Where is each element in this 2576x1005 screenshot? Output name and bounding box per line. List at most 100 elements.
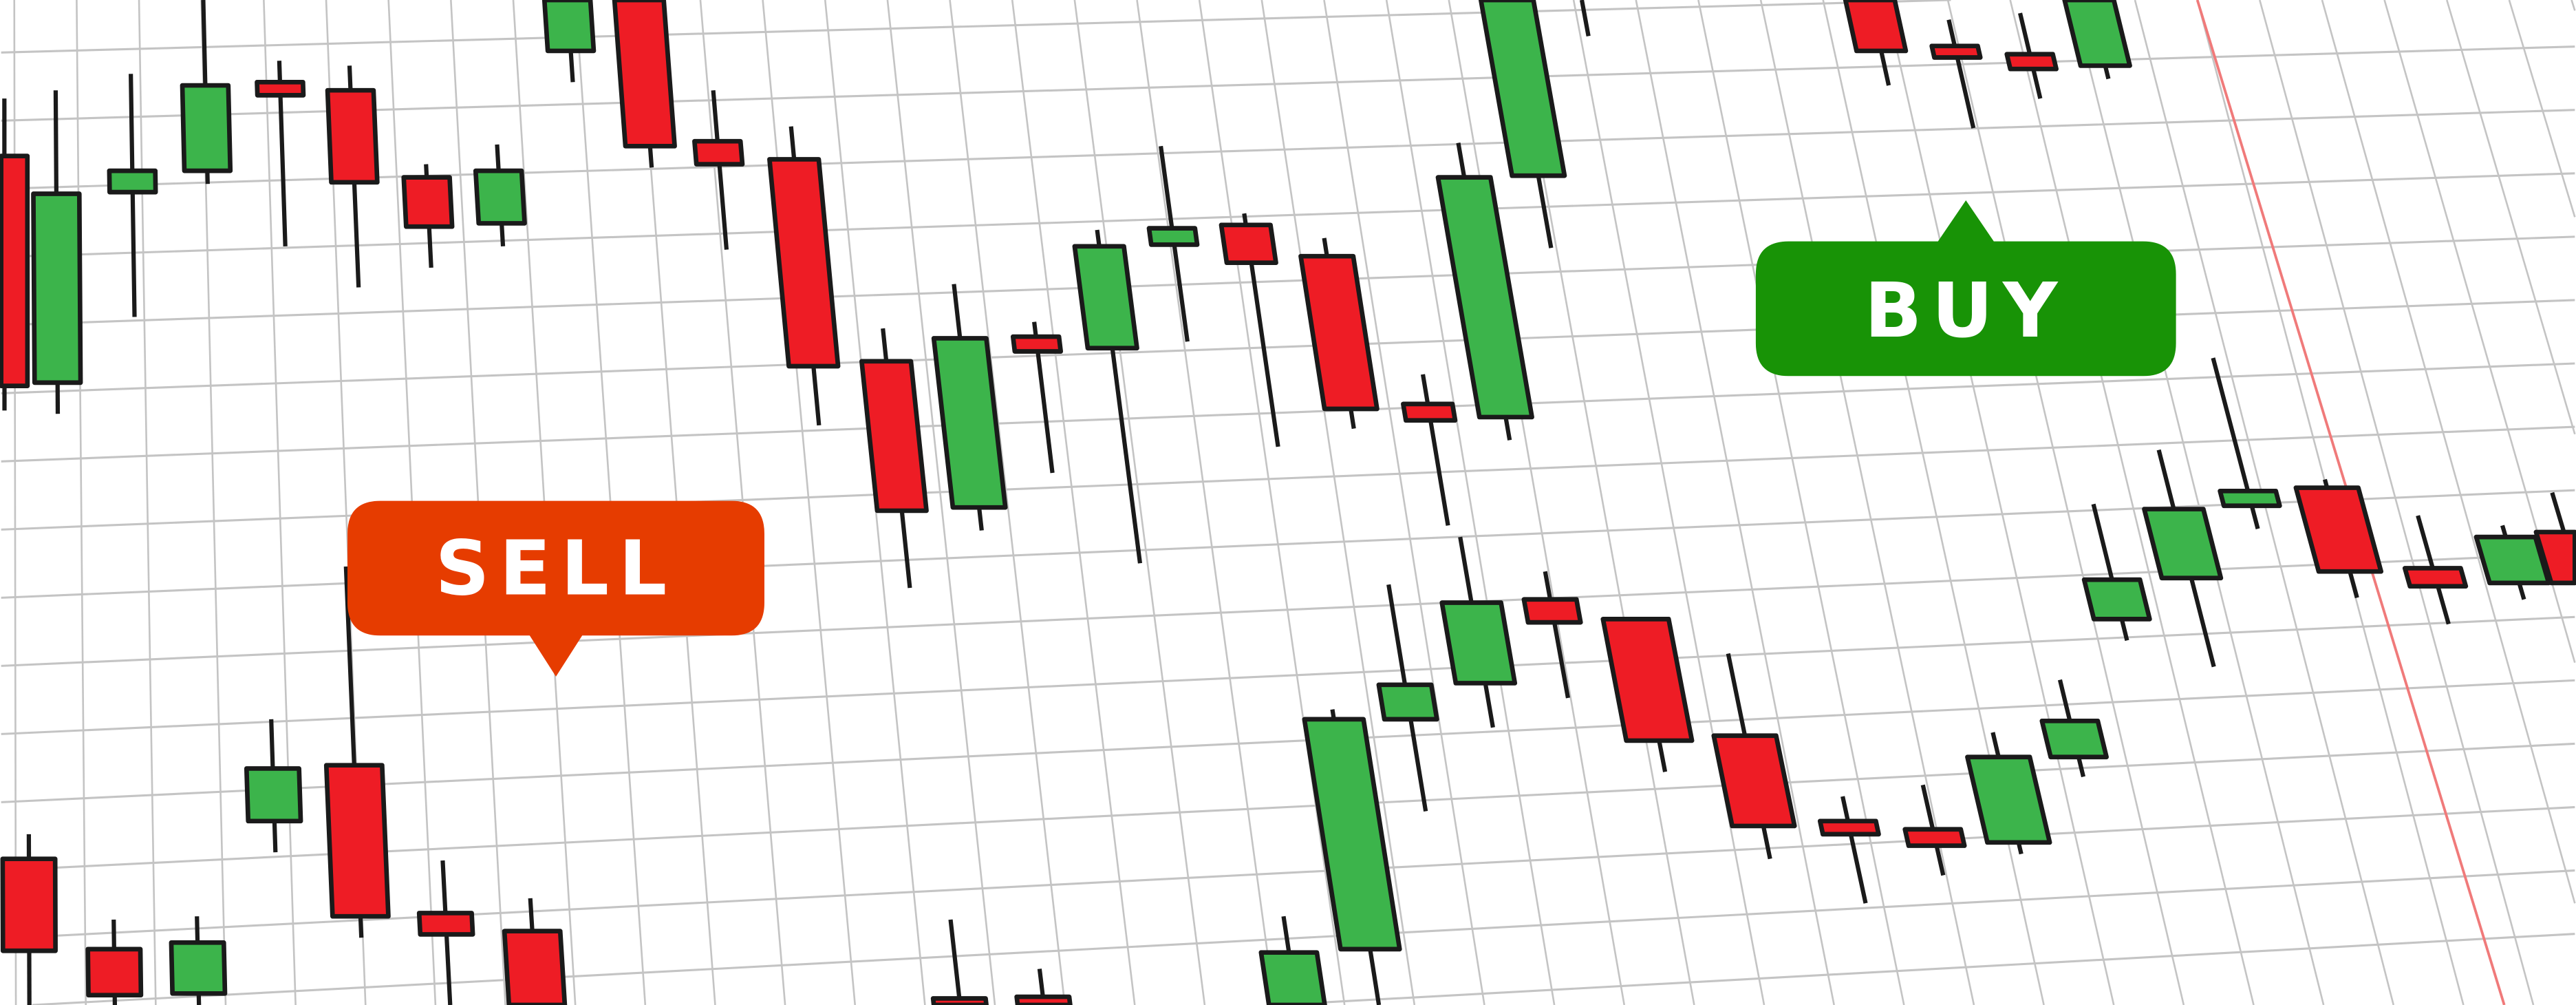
grid-line-vertical xyxy=(1697,0,1905,1005)
grid-line-horizontal xyxy=(32,869,2575,1005)
bearish-candle xyxy=(1219,213,1280,447)
candle-body xyxy=(1521,597,1583,625)
candle-body xyxy=(323,763,391,919)
candle-body xyxy=(1302,717,1402,952)
candle-body xyxy=(859,359,929,514)
buy-bubble-shape xyxy=(1755,200,2176,377)
grid-line-vertical xyxy=(2508,0,2576,218)
grid-line-vertical xyxy=(76,0,87,1005)
bearish-candle xyxy=(859,328,929,589)
candle-body xyxy=(2533,529,2576,586)
bullish-candle xyxy=(1302,709,1402,1005)
candle-body xyxy=(325,87,380,185)
candle-body xyxy=(1010,334,1064,354)
candle-body xyxy=(1219,222,1278,266)
grid-line-vertical xyxy=(1759,0,1975,1005)
grid-line-vertical xyxy=(1885,0,2115,1005)
candle-wick xyxy=(711,89,729,250)
bearish-candle xyxy=(930,919,989,1005)
bullish-candle xyxy=(244,719,303,853)
bearish-candle xyxy=(0,834,58,1005)
bearish-candle xyxy=(692,89,745,250)
candle-body xyxy=(169,940,228,996)
bearish-candle xyxy=(2293,478,2384,599)
grid-line-horizontal xyxy=(1,235,2575,326)
candle-wick xyxy=(1946,19,1976,129)
bullish-candle xyxy=(1579,0,1591,37)
bullish-candle xyxy=(541,0,597,83)
candle-body xyxy=(2402,566,2469,589)
grid-line-vertical xyxy=(1448,0,1626,1005)
grid-line-vertical xyxy=(2009,0,2255,1005)
candle-wick xyxy=(129,74,137,317)
bearish-candle xyxy=(0,98,30,411)
candle-wick xyxy=(1420,374,1450,526)
candle-body xyxy=(2293,485,2384,574)
candle-body xyxy=(473,168,527,226)
bullish-candle xyxy=(2062,0,2132,80)
candle-body xyxy=(2473,534,2551,586)
grid-line-horizontal xyxy=(1,742,2575,871)
bearish-candle xyxy=(1817,796,1881,904)
bullish-candle xyxy=(1965,732,2052,855)
bullish-candle xyxy=(169,916,228,1005)
candle-body xyxy=(1817,818,1881,837)
grid-line-horizontal xyxy=(1,45,2575,122)
grid-line-vertical xyxy=(886,0,996,1005)
candle-body xyxy=(612,0,677,149)
candle-body xyxy=(1401,401,1458,423)
grid-line-vertical xyxy=(138,0,157,1005)
bullish-candle xyxy=(1072,229,1143,564)
candle-body xyxy=(541,0,597,54)
candle-body xyxy=(2039,718,2109,760)
grid-line-vertical xyxy=(1073,0,1206,1005)
bullish-candle xyxy=(1258,916,1327,1005)
candle-body xyxy=(1439,600,1518,686)
candle-body xyxy=(502,929,568,1005)
bearish-candle xyxy=(2402,515,2469,625)
candle-body xyxy=(2081,577,2152,622)
bearish-candle xyxy=(85,919,144,1005)
grid-line-horizontal xyxy=(1276,933,2575,1005)
bearish-candle xyxy=(416,860,475,1005)
grid-line-vertical xyxy=(1136,0,1276,1005)
grid-line-vertical xyxy=(949,0,1066,1005)
bearish-candle xyxy=(1401,374,1458,526)
candle-body xyxy=(107,168,158,195)
grid-line-vertical xyxy=(2321,0,2576,904)
bearish-candle xyxy=(502,898,568,1005)
candle-body xyxy=(931,336,1008,510)
candle-body xyxy=(416,911,475,937)
candle-body xyxy=(1600,617,1695,743)
candle-body xyxy=(1843,0,1909,54)
sell-bubble-shape xyxy=(347,500,764,677)
bullish-candle xyxy=(2473,525,2551,600)
bullish-candle xyxy=(931,284,1008,531)
grid-line-vertical xyxy=(1635,0,1835,1005)
sell-bubble: SELL xyxy=(347,500,764,677)
grid-line-vertical xyxy=(1572,0,1765,1005)
candle-body xyxy=(1298,253,1380,412)
grid-line-vertical xyxy=(1198,0,1346,1005)
candle-body xyxy=(692,138,745,167)
bearish-candle xyxy=(1711,653,1797,860)
candle-body xyxy=(1929,43,1983,60)
bearish-candle xyxy=(1902,784,1967,876)
candle-body xyxy=(1014,994,1073,1005)
candle-body xyxy=(401,175,455,229)
bearish-candle xyxy=(1843,0,1909,86)
bullish-candle xyxy=(1376,584,1439,812)
grid-line-vertical xyxy=(13,0,17,1005)
candle-body xyxy=(85,946,144,998)
candle-body xyxy=(2142,507,2224,581)
grid-line-horizontal xyxy=(1,615,2575,735)
bearish-candle xyxy=(1010,321,1064,474)
candle-body xyxy=(930,996,989,1005)
bearish-candle xyxy=(323,566,391,938)
grid-line-vertical xyxy=(2570,0,2576,11)
grid-line-vertical xyxy=(2445,0,2576,435)
candle-body xyxy=(1072,244,1139,351)
grid-line-vertical xyxy=(2072,0,2325,1005)
